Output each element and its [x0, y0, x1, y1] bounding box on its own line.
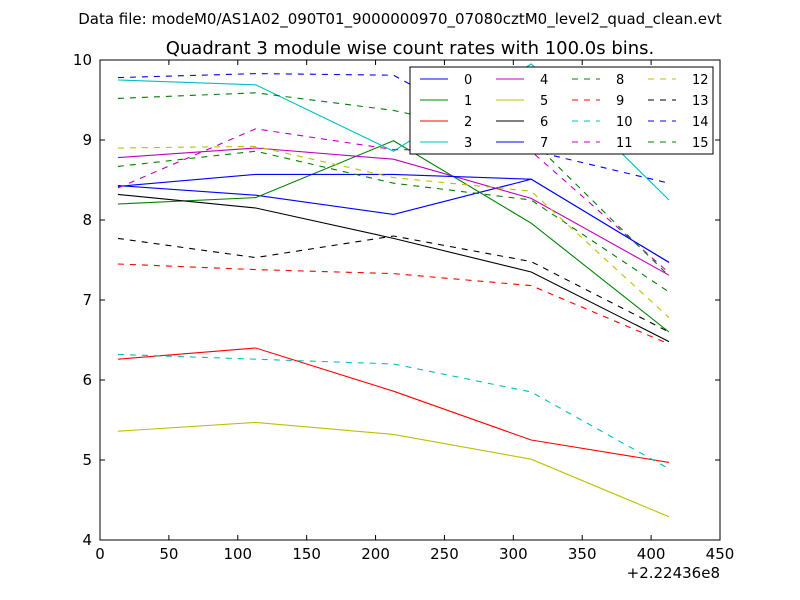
x-tick-label: 0 — [95, 545, 105, 563]
legend-label-1: 1 — [464, 94, 472, 109]
chart-title: Quadrant 3 module wise count rates with … — [166, 38, 655, 59]
series-line-11 — [117, 128, 670, 274]
series-line-5 — [117, 421, 670, 518]
x-offset-label: +2.22436e8 — [627, 564, 720, 582]
legend-label-5: 5 — [540, 94, 548, 109]
legend-label-15: 15 — [692, 136, 709, 151]
legend-label-12: 12 — [692, 73, 709, 88]
y-tick-label: 7 — [82, 291, 92, 309]
x-tick-label: 150 — [292, 545, 321, 563]
x-tick-label: 450 — [706, 545, 735, 563]
legend-label-2: 2 — [464, 115, 472, 130]
series-line-6 — [117, 193, 670, 343]
legend-label-4: 4 — [540, 73, 548, 88]
legend-label-13: 13 — [692, 94, 709, 109]
x-tick-label: 250 — [430, 545, 459, 563]
y-tick-label: 4 — [82, 531, 92, 549]
series-line-0 — [117, 178, 670, 263]
series-line-4 — [117, 147, 670, 276]
series-line-8 — [117, 150, 670, 293]
series-line-13 — [117, 235, 670, 333]
x-tick-label: 50 — [159, 545, 178, 563]
series-line-1 — [117, 140, 670, 333]
y-tick-label: 6 — [82, 371, 92, 389]
legend-label-10: 10 — [616, 115, 633, 130]
series-line-15 — [117, 92, 670, 277]
legend-label-8: 8 — [616, 73, 624, 88]
series-line-10 — [117, 353, 670, 470]
data-file-header: Data file: modeM0/AS1A02_090T01_90000009… — [78, 10, 722, 29]
x-tick-label: 350 — [568, 545, 597, 563]
legend-label-3: 3 — [464, 136, 472, 151]
series-line-7 — [117, 173, 670, 263]
legend-box — [409, 66, 714, 155]
y-tick-label: 8 — [82, 211, 92, 229]
series-line-2 — [117, 347, 670, 463]
legend-label-14: 14 — [692, 115, 709, 130]
series-layer — [117, 63, 670, 518]
y-tick-label: 9 — [82, 131, 92, 149]
series-line-12 — [117, 145, 670, 319]
legend-label-0: 0 — [464, 73, 472, 88]
legend-label-11: 11 — [616, 136, 633, 151]
series-line-9 — [117, 263, 670, 345]
x-tick-label: 100 — [223, 545, 252, 563]
x-tick-label: 400 — [637, 545, 666, 563]
x-tick-label: 200 — [361, 545, 390, 563]
y-tick-label: 5 — [82, 451, 92, 469]
x-tick-label: 300 — [499, 545, 528, 563]
legend-label-7: 7 — [540, 136, 548, 151]
y-tick-label: 10 — [73, 51, 92, 69]
legend-label-6: 6 — [540, 115, 548, 130]
legend-label-9: 9 — [616, 94, 624, 109]
